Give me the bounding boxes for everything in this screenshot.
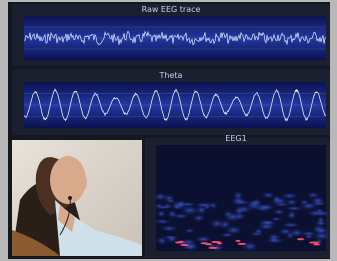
spectral-blob [181, 243, 197, 250]
spectral-peak [297, 238, 305, 240]
spectral-blob [232, 196, 246, 205]
spectral-peak [236, 240, 241, 242]
spectral-blob [312, 210, 331, 216]
spectral-blob [300, 231, 317, 236]
spectral-blob [260, 220, 275, 225]
spectral-blob [287, 210, 297, 220]
spectral-blob [163, 195, 175, 202]
spectral-blob [210, 219, 225, 228]
spectral-blob [273, 209, 285, 215]
spectral-blob [281, 193, 298, 199]
spectral-blob [193, 214, 205, 222]
page: Raw EEG trace Theta EEG1 (() => { const … [0, 0, 337, 261]
raw-panel: Raw EEG trace [12, 4, 330, 66]
spectral-blob [307, 192, 320, 198]
spectral-blob [154, 219, 172, 224]
spectral-blob [254, 228, 263, 234]
spectral-blob [221, 232, 234, 237]
spectral-peak [309, 241, 319, 243]
spectral-blob [300, 199, 309, 204]
photo [12, 140, 142, 256]
theta-panel: Theta [12, 69, 330, 135]
spectral-blob [167, 210, 177, 218]
spectral-blob [208, 202, 217, 209]
spectral-blob [247, 200, 261, 206]
spectral-peak [180, 244, 189, 246]
spectral-peak [217, 242, 223, 244]
panel-title: Raw EEG trace [142, 5, 201, 14]
spectral-peak [175, 241, 182, 243]
spectral-peak [205, 243, 212, 245]
spectral-blob [176, 201, 185, 208]
spectral-blob [315, 221, 327, 226]
spectral-blob [154, 205, 173, 209]
spectral-peak [238, 243, 247, 245]
spectrogram-panel: EEG1 [145, 134, 331, 258]
spectral-blob [241, 241, 258, 251]
spectral-blob [196, 205, 207, 214]
spectral-blob [286, 199, 298, 206]
spectral-blob [233, 213, 245, 221]
spectral-peak [208, 247, 218, 249]
spectral-blob [156, 210, 166, 217]
spectral-blob [272, 195, 281, 204]
panel-title: EEG1 [225, 134, 246, 143]
screen: Raw EEG trace Theta EEG1 [0, 0, 337, 261]
panel-title: Theta [159, 71, 183, 80]
spectral-blob [311, 201, 326, 206]
spectral-blob [160, 225, 178, 232]
spectral-blob [269, 237, 278, 243]
spectral-peak [313, 243, 320, 245]
spectral-blob [184, 228, 195, 233]
spectral-blob [281, 222, 300, 227]
spectral-blob [194, 236, 212, 243]
spectral-blob [162, 235, 178, 240]
